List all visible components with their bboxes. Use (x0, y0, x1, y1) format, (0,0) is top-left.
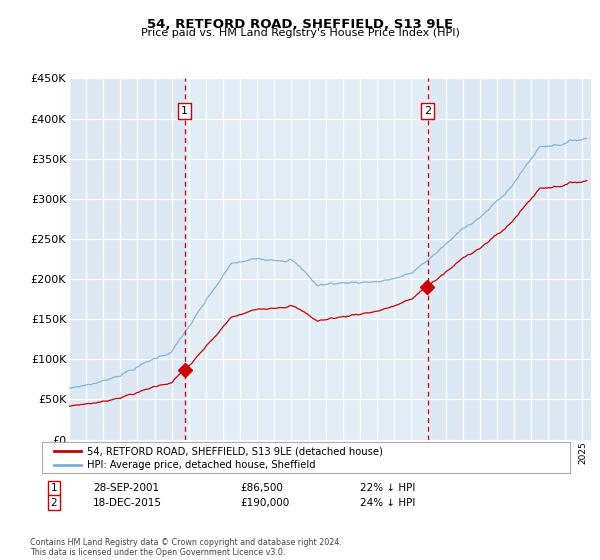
Text: £86,500: £86,500 (240, 483, 283, 493)
Text: HPI: Average price, detached house, Sheffield: HPI: Average price, detached house, Shef… (87, 460, 316, 470)
Text: 54, RETFORD ROAD, SHEFFIELD, S13 9LE: 54, RETFORD ROAD, SHEFFIELD, S13 9LE (147, 18, 453, 31)
Text: 54, RETFORD ROAD, SHEFFIELD, S13 9LE (detached house): 54, RETFORD ROAD, SHEFFIELD, S13 9LE (de… (87, 446, 383, 456)
Bar (185, 78, 428, 440)
Text: Contains HM Land Registry data © Crown copyright and database right 2024.
This d: Contains HM Land Registry data © Crown c… (30, 538, 342, 557)
Text: 1: 1 (50, 483, 58, 493)
Text: Price paid vs. HM Land Registry's House Price Index (HPI): Price paid vs. HM Land Registry's House … (140, 28, 460, 38)
Text: 24% ↓ HPI: 24% ↓ HPI (360, 498, 415, 508)
Text: 2: 2 (50, 498, 58, 508)
Text: 1: 1 (181, 106, 188, 116)
Text: 22% ↓ HPI: 22% ↓ HPI (360, 483, 415, 493)
Text: 2: 2 (424, 106, 431, 116)
Text: 28-SEP-2001: 28-SEP-2001 (93, 483, 159, 493)
Text: £190,000: £190,000 (240, 498, 289, 508)
Text: 18-DEC-2015: 18-DEC-2015 (93, 498, 162, 508)
